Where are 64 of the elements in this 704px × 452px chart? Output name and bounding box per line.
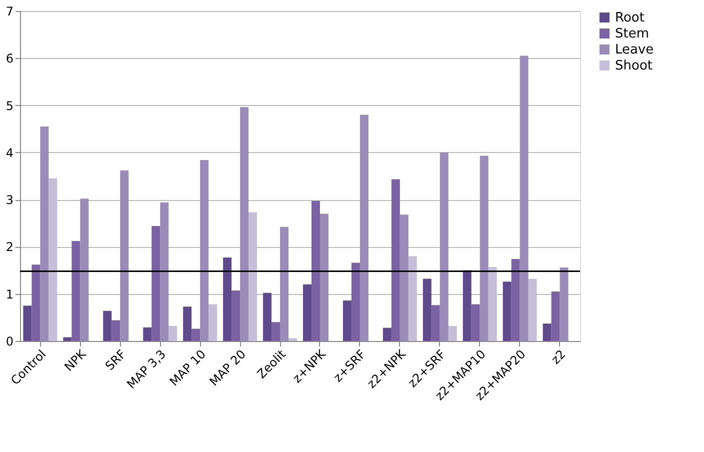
bar bbox=[342, 300, 352, 341]
bar bbox=[422, 278, 432, 341]
bar bbox=[382, 328, 392, 341]
bar bbox=[303, 284, 312, 341]
bar bbox=[168, 326, 178, 341]
bar bbox=[560, 267, 568, 341]
bar bbox=[72, 241, 80, 341]
bar bbox=[511, 258, 520, 341]
bar bbox=[488, 266, 497, 341]
bar bbox=[143, 327, 152, 341]
y-tick-label: 0 bbox=[6, 334, 14, 348]
bar bbox=[280, 226, 289, 341]
bar bbox=[248, 212, 258, 341]
legend-label: Stem bbox=[615, 26, 650, 42]
y-tick-label: 4 bbox=[6, 146, 14, 160]
bar bbox=[288, 338, 297, 341]
bar bbox=[272, 322, 280, 341]
bar bbox=[112, 320, 120, 341]
bar bbox=[160, 202, 169, 341]
bar bbox=[200, 160, 209, 341]
bar bbox=[152, 226, 160, 341]
bar bbox=[223, 258, 232, 341]
bar bbox=[183, 306, 192, 341]
y-tick-label: 3 bbox=[6, 193, 14, 208]
bar bbox=[431, 305, 440, 341]
bar bbox=[240, 107, 249, 341]
y-tick-label: 6 bbox=[6, 52, 14, 66]
bar bbox=[32, 264, 40, 341]
bar bbox=[263, 292, 272, 341]
bar bbox=[351, 262, 360, 341]
bar bbox=[80, 198, 89, 341]
y-tick-label: 7 bbox=[6, 4, 14, 18]
bar bbox=[320, 214, 328, 341]
legend-label: Shoot bbox=[615, 58, 652, 74]
bar bbox=[400, 214, 408, 341]
bar bbox=[192, 328, 200, 341]
bar bbox=[311, 200, 320, 341]
bar bbox=[551, 292, 560, 341]
bar bbox=[502, 282, 512, 341]
bar bbox=[471, 304, 480, 341]
bar bbox=[462, 270, 472, 341]
bar bbox=[103, 310, 112, 341]
bar bbox=[120, 170, 129, 341]
bar bbox=[448, 326, 457, 341]
y-tick-label: 1 bbox=[6, 287, 14, 302]
bar bbox=[40, 126, 49, 341]
y-tick-label: 5 bbox=[6, 98, 14, 113]
legend-label: Root bbox=[615, 10, 644, 26]
bar bbox=[23, 306, 32, 341]
bar bbox=[63, 337, 72, 341]
bar bbox=[408, 256, 417, 341]
bar bbox=[542, 324, 552, 341]
bar bbox=[208, 304, 218, 341]
bar bbox=[48, 178, 58, 341]
x-tick-label: z2 bbox=[548, 347, 568, 367]
bar bbox=[440, 152, 448, 341]
y-tick-label: 2 bbox=[6, 240, 14, 254]
bar bbox=[480, 156, 488, 341]
bar bbox=[520, 56, 528, 341]
legend-label: Leave bbox=[615, 42, 654, 58]
bar bbox=[528, 278, 537, 341]
bar bbox=[391, 179, 400, 341]
bar bbox=[360, 114, 368, 341]
bar bbox=[232, 290, 240, 341]
